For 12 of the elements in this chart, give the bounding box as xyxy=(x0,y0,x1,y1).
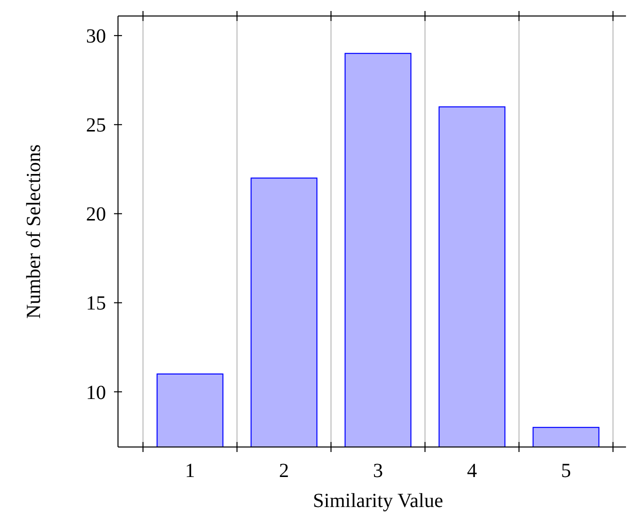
y-tick-label: 30 xyxy=(86,26,106,48)
y-tick-label: 10 xyxy=(86,382,106,404)
x-tick-label: 4 xyxy=(467,460,477,482)
y-tick-label: 20 xyxy=(86,204,106,226)
x-tick-label: 2 xyxy=(279,460,289,482)
x-axis-title: Similarity Value xyxy=(312,490,444,512)
y-axis-title: Number of Selections xyxy=(23,144,45,319)
y-tick-label: 15 xyxy=(86,292,106,315)
x-tick-label: 3 xyxy=(373,460,383,482)
x-tick-label: 5 xyxy=(561,460,571,482)
x-tick-label: 1 xyxy=(185,460,195,482)
y-tick-label: 25 xyxy=(86,114,106,137)
